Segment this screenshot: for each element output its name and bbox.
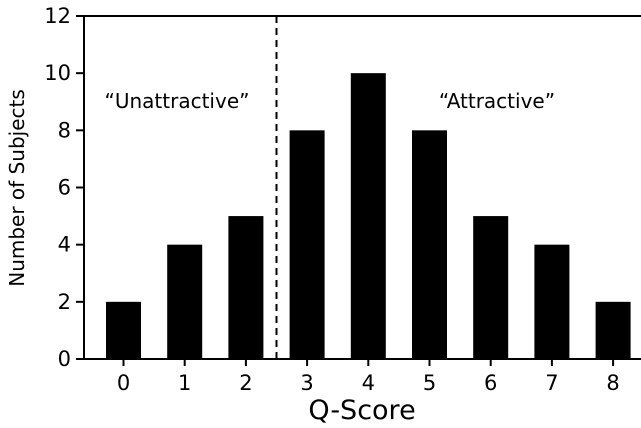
x-tick-label: 7: [545, 371, 558, 395]
bar-q2: [228, 216, 264, 359]
y-tick-label: 0: [58, 347, 71, 371]
bar-q5: [412, 130, 447, 359]
annotation-unattractive: “Unattractive”: [105, 89, 250, 113]
x-tick-label: 6: [484, 371, 497, 395]
y-axis-title: Number of Subjects: [5, 89, 29, 287]
annotation-attractive: “Attractive”: [439, 89, 555, 113]
x-tick-label: 4: [362, 371, 375, 395]
y-ticks-group: 0 2 4 6 8 10 12: [44, 4, 84, 371]
bar-q0: [106, 301, 141, 359]
y-tick-label: 2: [58, 290, 71, 314]
x-tick-label: 8: [606, 371, 619, 395]
y-tick-label: 4: [58, 233, 71, 257]
bar-q6: [473, 216, 509, 359]
y-tick-label: 12: [44, 4, 71, 28]
y-tick-label: 8: [58, 118, 71, 142]
bar-q3: [289, 130, 325, 359]
x-tick-label: 2: [239, 371, 252, 395]
bar-q4: [350, 73, 386, 360]
bar-q8: [595, 301, 631, 359]
x-ticks-group: 0 1 2 3 4 5 6 7 8: [117, 359, 620, 395]
x-tick-label: 5: [423, 371, 436, 395]
bars-group: [106, 73, 631, 360]
bar-q1: [167, 244, 203, 359]
x-axis-title: Q-Score: [308, 395, 415, 426]
x-tick-label: 0: [117, 371, 130, 395]
y-tick-label: 6: [58, 176, 71, 200]
x-tick-label: 3: [300, 371, 313, 395]
bar-q7: [534, 244, 570, 359]
y-tick-label: 10: [44, 61, 71, 85]
x-tick-label: 1: [178, 371, 191, 395]
